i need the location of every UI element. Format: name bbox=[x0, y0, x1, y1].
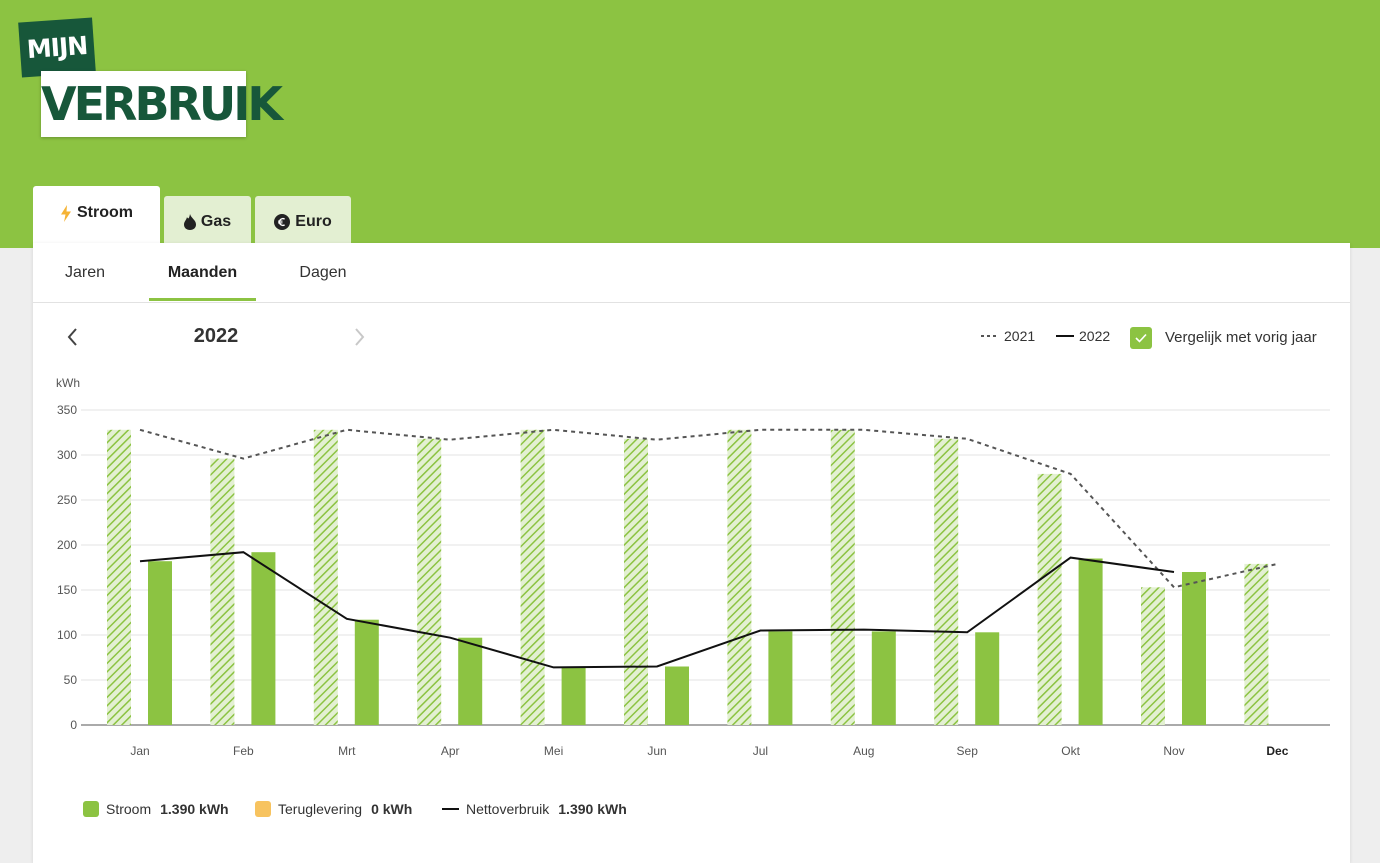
bar-2021 bbox=[520, 429, 545, 725]
legend-teruglevering-value: 0 kWh bbox=[371, 801, 413, 817]
y-tick-label: 100 bbox=[57, 628, 77, 642]
x-tick-label: Dec bbox=[1266, 744, 1288, 758]
tab-euro[interactable]: Euro bbox=[255, 196, 351, 248]
bar-2021 bbox=[727, 429, 752, 725]
tab-stroom-label: Stroom bbox=[77, 204, 133, 221]
x-tick-label: Feb bbox=[233, 744, 254, 758]
bar-2021 bbox=[210, 458, 235, 725]
subtab-maanden[interactable]: Maanden bbox=[167, 264, 238, 281]
bar-stroom bbox=[458, 637, 483, 725]
bar-2021 bbox=[417, 438, 442, 725]
check-icon bbox=[1135, 333, 1147, 343]
x-tick-label: Aug bbox=[853, 744, 874, 758]
y-tick-label: 200 bbox=[57, 538, 77, 552]
bar-stroom bbox=[1182, 572, 1206, 725]
line-2022 bbox=[139, 551, 1175, 669]
y-tick-label: 300 bbox=[57, 448, 77, 462]
compare-checkbox-label[interactable]: Vergelijk met vorig jaar bbox=[1165, 329, 1317, 346]
logo-verbruik-text: VERBRUIK bbox=[41, 71, 283, 137]
legend-2021: 2021 bbox=[981, 328, 1035, 344]
lightning-icon bbox=[60, 204, 72, 222]
legend-teruglevering: Teruglevering 0 kWh bbox=[255, 801, 412, 817]
legend-stroom: Stroom 1.390 kWh bbox=[83, 801, 229, 817]
dashed-line-icon bbox=[981, 335, 999, 337]
tab-euro-label: Euro bbox=[295, 213, 332, 230]
bar-stroom bbox=[561, 666, 586, 725]
period-tabs: Jaren Maanden Dagen bbox=[33, 243, 1350, 303]
x-tick-label: Apr bbox=[441, 744, 460, 758]
legend-2022: 2022 bbox=[1056, 328, 1110, 344]
active-tab-indicator bbox=[149, 298, 256, 301]
stroom-swatch bbox=[83, 801, 99, 817]
solid-line-icon bbox=[1056, 335, 1074, 337]
y-tick-label: 50 bbox=[64, 673, 78, 687]
flame-icon bbox=[183, 214, 196, 230]
legend-nettoverbruik: Nettoverbruik 1.390 kWh bbox=[442, 801, 627, 817]
tab-gas[interactable]: Gas bbox=[164, 196, 251, 248]
bar-2021 bbox=[1244, 563, 1269, 725]
legend-nettoverbruik-value: 1.390 kWh bbox=[558, 801, 627, 817]
bar-2021 bbox=[1141, 587, 1165, 725]
x-tick-label: Mei bbox=[544, 744, 563, 758]
legend-nettoverbruik-label: Nettoverbruik bbox=[466, 801, 550, 817]
year-label: 2022 bbox=[193, 325, 239, 347]
chevron-right-icon[interactable] bbox=[349, 325, 369, 349]
legend-teruglevering-label: Teruglevering bbox=[278, 801, 363, 817]
bar-stroom bbox=[665, 666, 689, 725]
euro-icon bbox=[274, 214, 291, 230]
legend-2022-label: 2022 bbox=[1079, 328, 1111, 344]
y-tick-label: 0 bbox=[70, 718, 77, 732]
x-tick-label: Jul bbox=[753, 744, 768, 758]
bar-stroom bbox=[354, 619, 379, 725]
y-axis-unit-label: kWh bbox=[56, 376, 80, 390]
teruglevering-swatch bbox=[255, 801, 271, 817]
bar-2021 bbox=[934, 438, 959, 725]
subtab-jaren[interactable]: Jaren bbox=[64, 264, 106, 281]
bar-2021 bbox=[107, 429, 131, 725]
x-tick-label: Jan bbox=[130, 744, 149, 758]
x-tick-label: Jun bbox=[647, 744, 666, 758]
legend-stroom-value: 1.390 kWh bbox=[160, 801, 229, 817]
bar-stroom bbox=[1078, 558, 1103, 725]
tab-gas-label: Gas bbox=[200, 213, 232, 230]
bar-stroom bbox=[148, 561, 172, 725]
compare-checkbox[interactable] bbox=[1130, 327, 1152, 349]
bar-2021 bbox=[313, 429, 338, 725]
x-tick-label: Sep bbox=[957, 744, 979, 758]
monthly-usage-chart: kWh 0 50 100 150 200 250 300 350 Jan Feb Mrt Apr Mei J… bbox=[56, 376, 1330, 758]
bar-stroom bbox=[871, 631, 896, 725]
logo-mijn-text: MIJN bbox=[18, 17, 96, 78]
bar-stroom bbox=[251, 552, 276, 725]
y-tick-label: 350 bbox=[57, 403, 77, 417]
bar-2021 bbox=[1037, 473, 1062, 725]
bar-2021 bbox=[624, 438, 648, 725]
x-tick-label: Mrt bbox=[338, 744, 356, 758]
bar-stroom bbox=[768, 631, 793, 725]
bar-stroom bbox=[975, 632, 1000, 725]
usage-card: Jaren Maanden Dagen 2022 2021 2022 Verge… bbox=[33, 243, 1350, 863]
legend-2021-label: 2021 bbox=[1004, 328, 1036, 344]
x-tick-label: Okt bbox=[1061, 744, 1080, 758]
y-tick-label: 250 bbox=[57, 493, 77, 507]
mijn-verbruik-logo[interactable]: MIJN VERBRUIK bbox=[18, 17, 283, 143]
subtab-dagen[interactable]: Dagen bbox=[299, 264, 347, 281]
y-tick-label: 150 bbox=[57, 583, 77, 597]
nettoverbruik-line-icon bbox=[442, 808, 459, 810]
legend-stroom-label: Stroom bbox=[106, 801, 152, 817]
chevron-left-icon[interactable] bbox=[63, 325, 83, 349]
tab-stroom[interactable]: Stroom bbox=[33, 186, 160, 248]
x-tick-label: Nov bbox=[1163, 744, 1184, 758]
bar-2021 bbox=[830, 429, 855, 725]
line-2021 bbox=[139, 428, 1278, 589]
